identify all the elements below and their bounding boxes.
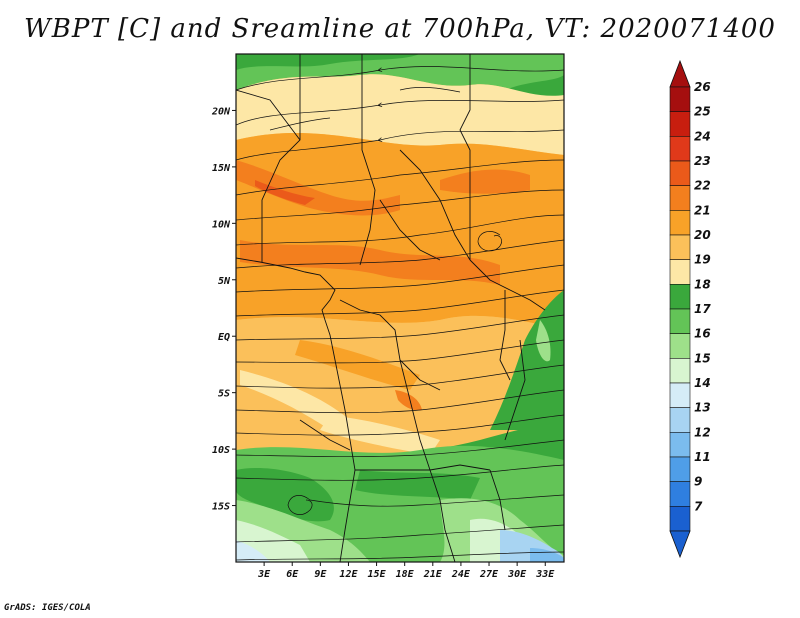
colorbar-segment [669,308,691,334]
colorbar-segment [669,432,691,458]
lon-tick-label: 3E [257,569,271,580]
lat-tick-label: 10S [212,445,230,456]
lat-tick-label: 5S [218,389,230,400]
colorbar-label: 25 [694,105,711,119]
colorbar-segment [669,210,691,236]
longitude-axis: 3E 6E 9E 12E 15E 18E 21E 24E 27E 30E 33E [257,562,555,580]
map-title: WBPT [C] and Sreamline at 700hPa, VT: 20… [24,14,776,44]
colorbar-top-arrow [669,59,691,88]
east-coast-green [490,290,564,430]
lon-tick-label: 15E [368,569,387,580]
colorbar-label: 19 [694,253,711,267]
lon-tick-label: 18E [396,569,415,580]
colorbar-label: 13 [694,401,711,415]
colorbar-segment [669,111,691,137]
wbpt-shading [236,54,564,562]
lat-tick-label: 5N [218,276,231,287]
country-borders [236,54,546,562]
colorbar-segment [669,506,691,532]
plot-frame [235,53,565,563]
colorbar-label: 26 [694,80,711,94]
colorbar-label: 23 [694,154,711,168]
colorbar-label: 22 [694,179,711,193]
dark-orange-streak [236,160,400,216]
colorbar: 26 25 24 23 22 21 20 19 18 17 16 15 14 13 12 11 9 7 [669,59,711,559]
colorbar-bottom-arrow [669,530,691,559]
colorbar-label: 14 [694,376,711,390]
colorbar-label: 12 [694,425,711,439]
lat-tick-label: 15S [212,502,230,513]
lat-tick-label: EQ [218,332,230,343]
colorbar-segment [669,86,691,112]
colorbar-label: 18 [694,277,711,291]
lon-tick-label: 33E [535,569,555,580]
colorbar-label: 24 [694,129,711,143]
colorbar-segment [669,382,691,408]
colorbar-segment [669,259,691,285]
colorbar-label: 9 [694,475,702,489]
colorbar-label: 11 [694,450,711,464]
colorbar-label: 7 [694,499,703,513]
lat-tick-label: 10N [212,219,231,230]
colorbar-label: 20 [694,228,711,242]
colorbar-segment [669,481,691,507]
lat-tick-label: 15N [212,163,231,174]
colorbar-segment [669,456,691,482]
colorbar-segment [669,407,691,433]
grads-credit: GrADS: IGES/COLA [4,603,91,613]
colorbar-segment [669,284,691,310]
streamlines [236,66,564,561]
lon-tick-label: 9E [314,569,327,580]
lon-tick-label: 24E [451,569,471,580]
colorbar-label: 15 [694,351,711,365]
lon-tick-label: 30E [507,569,527,580]
colorbar-segment [669,160,691,186]
lat-tick-label: 20N [211,106,231,117]
lon-tick-label: 21E [423,569,443,580]
latitude-axis: 20N 15N 10N 5N EQ 5S 10S 15S [211,106,236,513]
colorbar-label: 21 [694,203,711,217]
colorbar-segment [669,333,691,359]
colorbar-segment [669,358,691,384]
colorbar-segment [669,185,691,211]
lon-tick-label: 12E [339,569,358,580]
colorbar-segment [669,136,691,162]
colorbar-label: 17 [694,302,711,316]
colorbar-label: 16 [694,327,711,341]
lon-tick-label: 6E [286,569,299,580]
colorbar-segment [669,234,691,260]
lon-tick-label: 27E [479,569,499,580]
